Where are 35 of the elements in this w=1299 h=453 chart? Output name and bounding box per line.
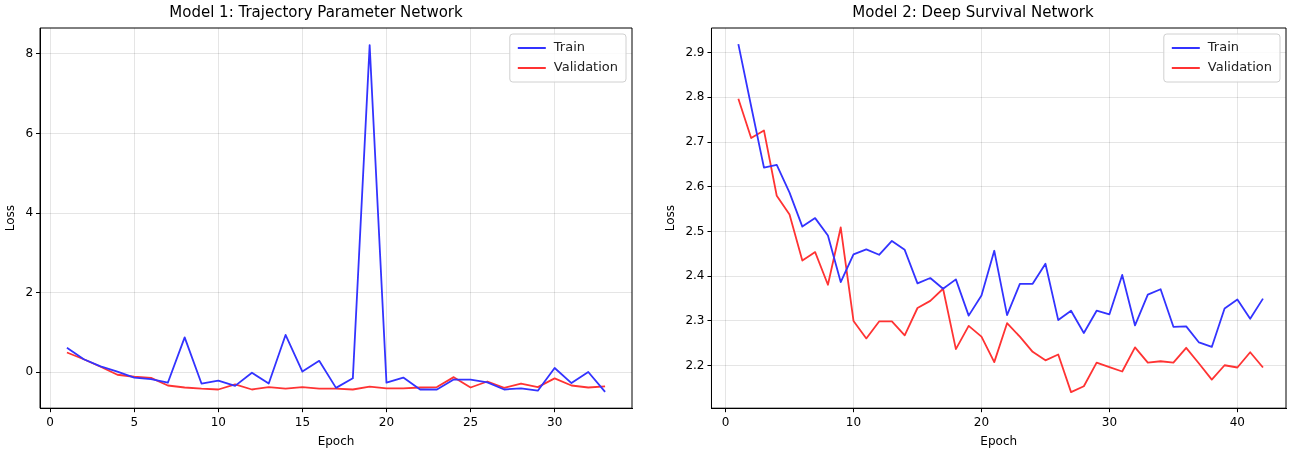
y-tick-label: 2.5 (685, 223, 705, 238)
x-tick-label: 15 (294, 414, 311, 429)
y-tick-label: 2.2 (685, 357, 705, 372)
y-tick-label: 2.6 (685, 178, 705, 193)
x-tick-label: 10 (210, 414, 226, 429)
x-axis-title: Epoch (980, 433, 1018, 448)
y-tick-label: 2.7 (685, 134, 705, 149)
y-tick-label: 2.4 (685, 268, 705, 283)
y-axis-title: Loss (663, 204, 678, 232)
chart-title: Model 1: Trajectory Parameter Network (169, 2, 464, 21)
legend-label: Train (552, 39, 586, 55)
legend-label: Validation (553, 59, 619, 75)
x-tick-label: 5 (130, 414, 139, 429)
x-tick-label: 20 (378, 414, 395, 429)
y-tick-label: 8 (25, 46, 34, 60)
x-tick-label: 0 (721, 414, 730, 429)
x-tick-label: 0 (46, 414, 54, 429)
y-tick-label: 6 (25, 125, 34, 140)
y-tick-label: 4 (25, 205, 34, 220)
x-tick-label: 30 (1101, 414, 1118, 429)
y-tick-label: 0 (25, 364, 34, 379)
y-tick-label: 2 (25, 284, 34, 299)
x-tick-label: 40 (1229, 414, 1246, 429)
y-tick-label: 2.8 (685, 89, 705, 104)
x-tick-label: 10 (845, 414, 862, 429)
chart-title: Model 2: Deep Survival Network (852, 2, 1094, 21)
y-axis-title: Loss (3, 204, 18, 232)
x-axis-title: Epoch (317, 433, 355, 448)
x-tick-label: 25 (462, 414, 479, 429)
x-tick-label: 30 (547, 414, 563, 429)
y-tick-label: 2.3 (685, 313, 705, 328)
y-tick-label: 2.9 (685, 44, 705, 59)
legend-label: Validation (1207, 59, 1273, 75)
x-tick-label: 20 (973, 414, 990, 429)
legend-label: Train (1206, 39, 1240, 55)
